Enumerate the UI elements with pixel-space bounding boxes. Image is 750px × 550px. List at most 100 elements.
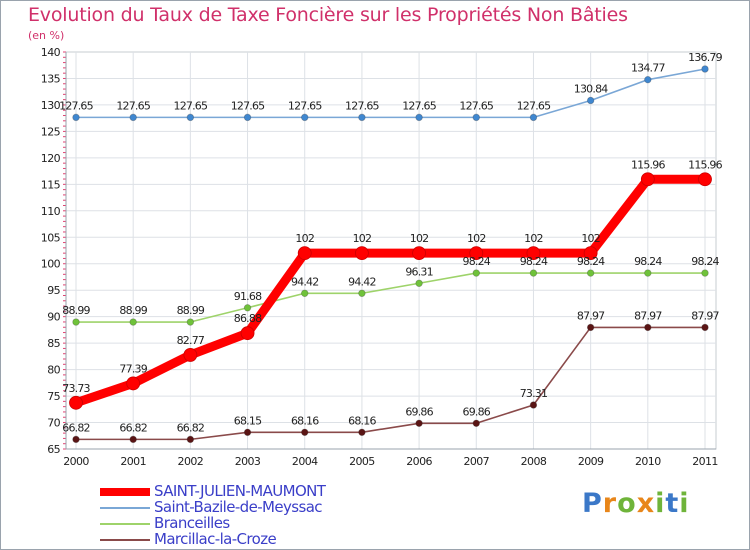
data-point-marcillac-la-croze xyxy=(301,428,309,436)
data-point-marcillac-la-croze xyxy=(586,323,595,332)
data-label-saint-bazile-de-meyssac: 134.77 xyxy=(631,62,665,75)
data-label-marcillac-la-croze: 73.31 xyxy=(520,387,548,400)
data-label-saint-julien-maumont: 102 xyxy=(353,232,372,245)
y-tick-label: 75 xyxy=(47,390,60,403)
data-label-saint-julien-maumont: 73.73 xyxy=(62,382,90,395)
data-point-saint-julien-maumont xyxy=(355,246,369,261)
y-tick-label: 130 xyxy=(41,99,61,112)
y-tick-label: 80 xyxy=(47,364,60,377)
y-tick-label: 90 xyxy=(47,311,60,324)
data-label-saint-bazile-de-meyssac: 127.65 xyxy=(517,99,551,112)
data-label-saint-julien-maumont: 102 xyxy=(410,232,429,245)
data-label-saint-julien-maumont: 102 xyxy=(467,232,486,245)
legend-label: Marcillac-la-Croze xyxy=(154,530,277,548)
axes: 65 70 75 80 85 90 95 100 105 110 115 120 125 130 135 14… xyxy=(41,46,719,468)
x-tick-label: 2003 xyxy=(235,455,261,468)
y-tick-label: 105 xyxy=(41,231,61,244)
data-point-branceilles xyxy=(529,269,538,277)
data-label-saint-bazile-de-meyssac: 127.65 xyxy=(116,99,150,112)
data-point-branceilles xyxy=(358,289,366,297)
data-point-saint-julien-maumont xyxy=(412,246,426,261)
logo-letter: i xyxy=(655,488,666,519)
data-point-marcillac-la-croze xyxy=(243,428,252,437)
data-label-branceilles: 88.99 xyxy=(177,304,205,317)
data-label-saint-julien-maumont: 102 xyxy=(581,232,600,245)
data-point-saint-julien-maumont xyxy=(640,172,655,187)
data-point-saint-bazile-de-meyssac xyxy=(243,113,252,122)
x-tick-label: 2006 xyxy=(406,455,432,468)
data-point-marcillac-la-croze xyxy=(358,428,366,436)
data-point-branceilles xyxy=(186,318,195,326)
y-tick-label: 65 xyxy=(47,443,60,456)
data-point-marcillac-la-croze xyxy=(186,435,195,444)
logo-letter: r xyxy=(602,488,618,519)
data-label-branceilles: 98.24 xyxy=(577,255,605,268)
data-label-marcillac-la-croze: 68.16 xyxy=(348,414,376,427)
data-point-saint-bazile-de-meyssac xyxy=(186,113,195,122)
data-point-marcillac-la-croze xyxy=(644,323,652,332)
y-tick-label: 140 xyxy=(41,46,61,59)
data-point-saint-julien-maumont xyxy=(69,395,83,410)
proxiti-logo: Proxiti xyxy=(582,488,690,519)
data-label-saint-julien-maumont: 102 xyxy=(524,232,543,245)
x-tick-label: 2009 xyxy=(578,455,604,468)
x-tick-label: 2004 xyxy=(292,455,318,468)
series-line-branceilles xyxy=(75,272,706,323)
data-label-marcillac-la-croze: 66.82 xyxy=(177,421,205,434)
data-point-saint-bazile-de-meyssac xyxy=(529,113,538,122)
data-point-saint-bazile-de-meyssac xyxy=(415,113,423,122)
x-tick-label: 2010 xyxy=(635,455,661,468)
data-label-saint-julien-maumont: 86.88 xyxy=(234,312,262,325)
data-label-saint-bazile-de-meyssac: 130.84 xyxy=(574,82,608,95)
data-label-branceilles: 98.24 xyxy=(463,255,491,268)
data-label-saint-julien-maumont: 82.77 xyxy=(177,334,205,347)
y-tick-label: 85 xyxy=(47,337,60,350)
logo-letter: i xyxy=(679,488,690,519)
line-chart: 65 70 75 80 85 90 95 100 105 110 115 120 125 130 135 14… xyxy=(41,46,724,468)
legend-swatch xyxy=(100,523,150,525)
data-label-branceilles: 88.99 xyxy=(119,304,147,317)
data-point-saint-julien-maumont xyxy=(183,348,198,362)
data-label-branceilles: 91.68 xyxy=(234,290,262,303)
data-label-saint-julien-maumont: 77.39 xyxy=(119,362,147,375)
data-point-saint-julien-maumont xyxy=(583,246,598,261)
data-label-branceilles: 94.42 xyxy=(291,275,319,288)
data-label-branceilles: 98.24 xyxy=(691,255,719,268)
data-point-saint-julien-maumont xyxy=(698,172,712,187)
data-point-saint-bazile-de-meyssac xyxy=(72,113,80,122)
data-point-saint-julien-maumont xyxy=(297,246,312,261)
data-label-marcillac-la-croze: 68.15 xyxy=(234,414,262,427)
y-tick-label: 100 xyxy=(41,258,61,271)
series-lines xyxy=(69,65,712,444)
data-point-saint-bazile-de-meyssac xyxy=(586,96,595,105)
data-point-marcillac-la-croze xyxy=(472,419,480,427)
y-tick-label: 95 xyxy=(47,284,60,297)
data-point-branceilles xyxy=(72,318,80,326)
data-label-saint-bazile-de-meyssac: 127.65 xyxy=(231,99,265,112)
series-line-marcillac-la-croze xyxy=(75,326,706,441)
data-point-saint-bazile-de-meyssac xyxy=(129,113,137,122)
data-point-saint-bazile-de-meyssac xyxy=(358,113,366,122)
y-tick-label: 135 xyxy=(41,72,61,85)
data-point-branceilles xyxy=(243,304,252,312)
y-tick-label: 110 xyxy=(41,205,61,218)
data-label-saint-julien-maumont: 115.96 xyxy=(688,158,722,171)
data-point-branceilles xyxy=(644,269,652,277)
legend-label: SAINT-JULIEN-MAUMONT xyxy=(154,482,326,500)
data-point-saint-bazile-de-meyssac xyxy=(644,75,652,84)
data-point-saint-julien-maumont xyxy=(126,376,141,391)
data-point-saint-bazile-de-meyssac xyxy=(301,113,309,122)
data-point-branceilles xyxy=(701,269,709,277)
data-point-branceilles xyxy=(129,318,137,326)
data-label-saint-bazile-de-meyssac: 127.65 xyxy=(59,99,93,112)
data-point-branceilles xyxy=(472,269,480,277)
x-tick-label: 2002 xyxy=(178,455,204,468)
y-tick-label: 115 xyxy=(41,178,61,191)
x-tick-label: 2008 xyxy=(521,455,547,468)
data-labels: 127.65 127.65 127.65 127.65 127.65 127.65 127.… xyxy=(59,51,723,434)
legend-label: Branceilles xyxy=(154,514,230,532)
data-label-marcillac-la-croze: 68.16 xyxy=(291,414,319,427)
x-tick-label: 2000 xyxy=(63,455,89,468)
data-point-branceilles xyxy=(301,289,309,297)
legend-swatch xyxy=(100,507,150,509)
